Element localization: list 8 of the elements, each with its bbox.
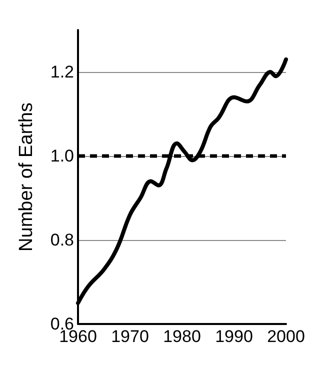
- x-tick-label: 1980: [163, 327, 201, 346]
- x-tick-label: 1970: [111, 327, 149, 346]
- y-tick-label: 1.0: [50, 146, 74, 166]
- x-tick-label: 2000: [267, 327, 305, 346]
- y-axis-title: Number of Earths: [16, 102, 37, 252]
- y-tick-label: 1.2: [50, 62, 74, 82]
- x-tick-label: 1990: [215, 327, 253, 346]
- y-tick-label: 0.8: [50, 230, 74, 250]
